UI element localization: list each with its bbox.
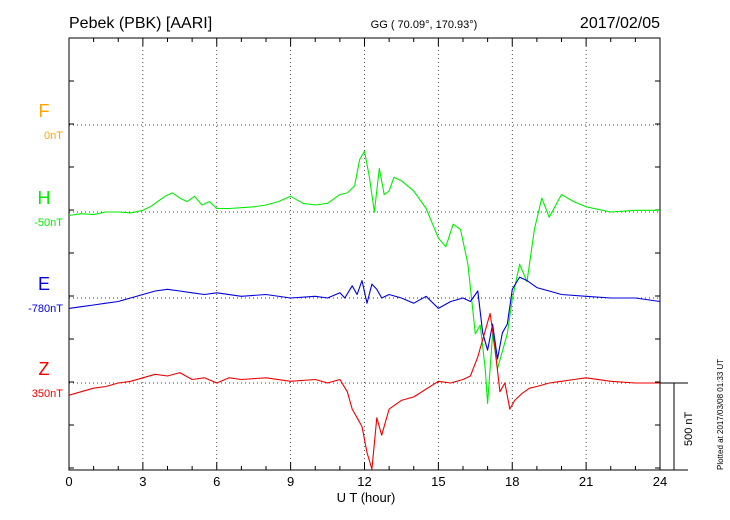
- x-tick-label: 18: [505, 474, 519, 489]
- series-lines: [68, 150, 661, 470]
- x-tick-labels: 0 3 6 9 12 15 18 21 24: [65, 474, 667, 489]
- x-tick-label: 9: [287, 474, 294, 489]
- plotted-note: Plotted at 2017/03/08 01:33 UT: [716, 359, 725, 470]
- x-tick-label: 6: [213, 474, 220, 489]
- component-baseline-f: 0nT: [44, 130, 63, 142]
- series-line-e: [68, 276, 661, 360]
- x-tick-label: 21: [579, 474, 593, 489]
- component-label-h: H: [38, 188, 51, 208]
- plot-frame: [68, 37, 661, 471]
- component-label-f: F: [39, 101, 50, 121]
- x-tick-label: 12: [357, 474, 371, 489]
- component-label-e: E: [38, 274, 50, 294]
- x-axis-label: U T (hour): [337, 490, 396, 505]
- scale-bar-label: 500 nT: [683, 411, 695, 446]
- grid: [69, 38, 660, 470]
- scale-bar: 500 nT: [660, 382, 695, 471]
- x-tick-label: 15: [431, 474, 445, 489]
- date-text: 2017/02/05: [580, 15, 660, 32]
- series-line-z: [68, 312, 660, 470]
- coords-text: GG ( 70.09°, 170.93°): [371, 19, 478, 31]
- component-labels: F 0nT H -50nT E -780nT Z 350nT: [28, 101, 63, 400]
- x-tick-label: 3: [139, 474, 146, 489]
- station-title: Pebek (PBK) [AARI]: [69, 15, 212, 32]
- x-tick-label: 0: [65, 474, 72, 489]
- component-label-z: Z: [39, 359, 50, 379]
- series-line-h: [68, 150, 660, 404]
- x-tick-label: 24: [653, 474, 667, 489]
- component-baseline-z: 350nT: [32, 388, 63, 400]
- component-baseline-e: -780nT: [28, 303, 63, 315]
- component-baseline-h: -50nT: [34, 217, 63, 229]
